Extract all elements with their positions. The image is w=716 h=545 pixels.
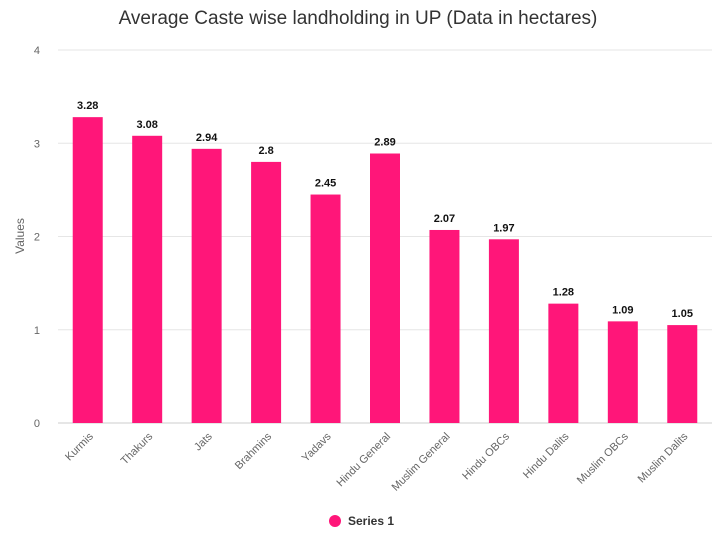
data-label: 1.09 (612, 304, 633, 316)
x-tick-label: Hindu General (334, 431, 393, 490)
x-tick-label: Yadavs (300, 430, 334, 464)
legend-marker-series-1 (329, 515, 341, 527)
x-tick-label: Brahmins (233, 430, 275, 472)
bar-thakurs (132, 135, 163, 424)
data-label: 3.28 (77, 100, 98, 112)
y-tick-label: 2 (34, 232, 40, 244)
x-axis: Kurmis Thakurs Jats Brahmins Yadavs Hindu Gen… (63, 430, 691, 493)
bar-muslim-obcs (607, 321, 638, 423)
data-label: 1.05 (672, 308, 693, 320)
y-tick-label: 1 (34, 325, 40, 337)
bar-brahmins (251, 161, 282, 423)
y-axis-title: Values (13, 218, 27, 254)
data-label: 2.07 (434, 213, 455, 225)
x-tick-label: Muslim General (390, 431, 453, 494)
data-label: 2.45 (315, 178, 336, 190)
y-axis: 0 1 2 3 4 (34, 45, 40, 430)
bar-hindu-dalits (548, 303, 579, 423)
y-tick-label: 0 (34, 418, 40, 430)
y-tick-label: 4 (34, 45, 40, 57)
x-tick-label: Thakurs (119, 430, 156, 467)
bar-hindu-general (370, 153, 400, 423)
data-label: 2.89 (374, 137, 395, 149)
x-tick-label: Kurmis (63, 430, 96, 463)
data-label: 1.28 (553, 287, 574, 299)
x-tick-label: Muslim OBCs (575, 430, 631, 486)
x-tick-label: Hindu Dalits (521, 430, 572, 481)
data-label: 2.8 (258, 145, 273, 157)
x-tick-label: Hindu OBCs (460, 430, 512, 482)
x-tick-label: Jats (192, 430, 215, 453)
data-label: 3.08 (136, 119, 157, 131)
bars: 3.28 3.08 2.94 2.8 2.45 2.89 2.07 1.97 1.28 1.09 1… (72, 100, 698, 424)
bar-yadavs (310, 194, 341, 423)
bar-muslim-general (429, 229, 460, 423)
data-label: 1.97 (493, 222, 514, 234)
data-label: 2.94 (196, 132, 218, 144)
legend: Series 1 (329, 514, 394, 528)
x-tick-label: Muslim Dalits (636, 430, 691, 485)
bar-muslim-dalits (667, 325, 698, 423)
chart-title: Average Caste wise landholding in UP (Da… (118, 8, 598, 29)
bar-jats (191, 148, 222, 423)
y-tick-label: 3 (34, 138, 40, 150)
legend-label-series-1: Series 1 (348, 514, 394, 528)
bar-kurmis (72, 117, 103, 423)
bar-hindu-obcs (488, 239, 519, 423)
